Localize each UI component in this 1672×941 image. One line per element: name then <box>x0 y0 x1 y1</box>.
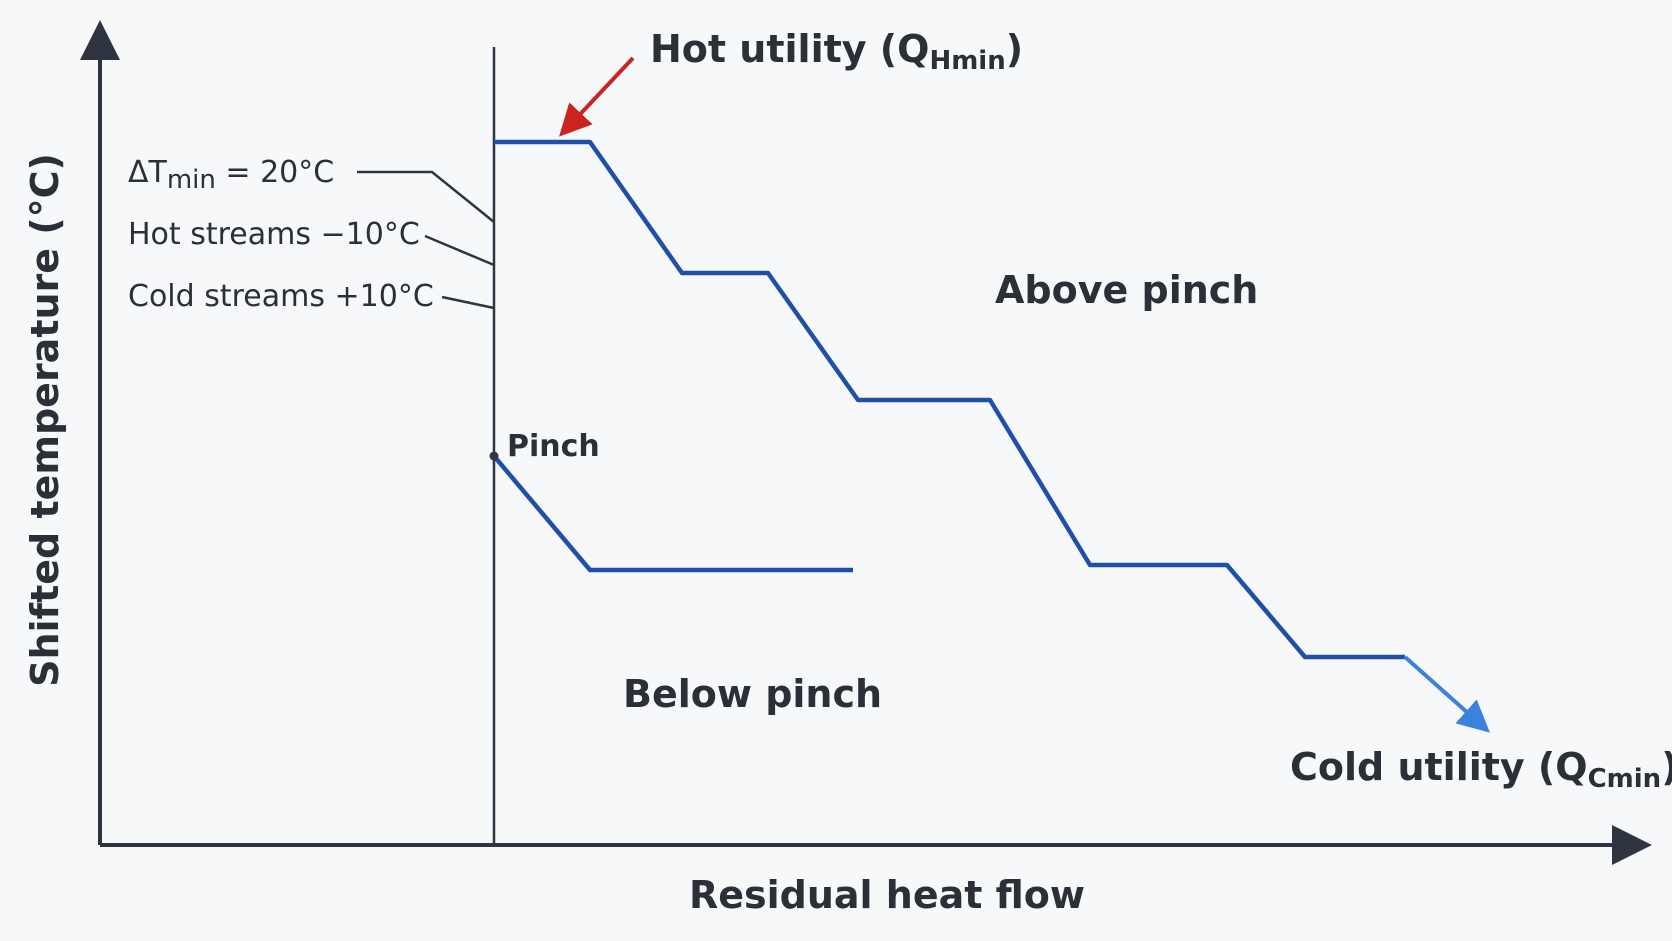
above-pinch-label: Above pinch <box>995 268 1258 312</box>
delta-t-leader <box>357 170 495 223</box>
cold-streams-shift-label: Cold streams +10°C <box>128 279 434 314</box>
hot-utility-prefix: Hot utility (Q <box>650 27 929 71</box>
cold-utility-arrow <box>1403 655 1490 733</box>
pinch-label: Pinch <box>507 429 600 464</box>
cold-shift-leader <box>441 295 495 310</box>
hot-utility-suffix: ) <box>1006 27 1023 71</box>
curve-above-pinch <box>494 139 1405 660</box>
cold-utility-subscript: Cmin <box>1588 764 1662 794</box>
hot-utility-subscript: Hmin <box>929 46 1005 76</box>
hot-shift-leader <box>424 234 495 267</box>
y-axis-title: Shifted temperature (°C) <box>23 153 67 687</box>
curve-below-pinch <box>492 454 853 573</box>
pinch-point <box>489 451 499 461</box>
hot-utility-arrow <box>559 56 635 137</box>
delta-t-subscript: min <box>167 165 216 195</box>
x-axis-title: Residual heat flow <box>689 873 1085 917</box>
cold-utility-label: Cold utility (QCmin) <box>1290 745 1672 794</box>
delta-t-min-label: ΔTmin = 20°C <box>128 155 334 195</box>
hot-streams-shift-label: Hot streams −10°C <box>128 217 420 252</box>
delta-t-prefix: ΔT <box>128 155 168 190</box>
below-pinch-label: Below pinch <box>623 672 882 716</box>
delta-t-suffix: = 20°C <box>216 155 334 190</box>
hot-utility-label: Hot utility (QHmin) <box>650 27 1023 76</box>
cold-utility-suffix: ) <box>1661 745 1672 789</box>
cold-utility-prefix: Cold utility (Q <box>1290 745 1588 789</box>
